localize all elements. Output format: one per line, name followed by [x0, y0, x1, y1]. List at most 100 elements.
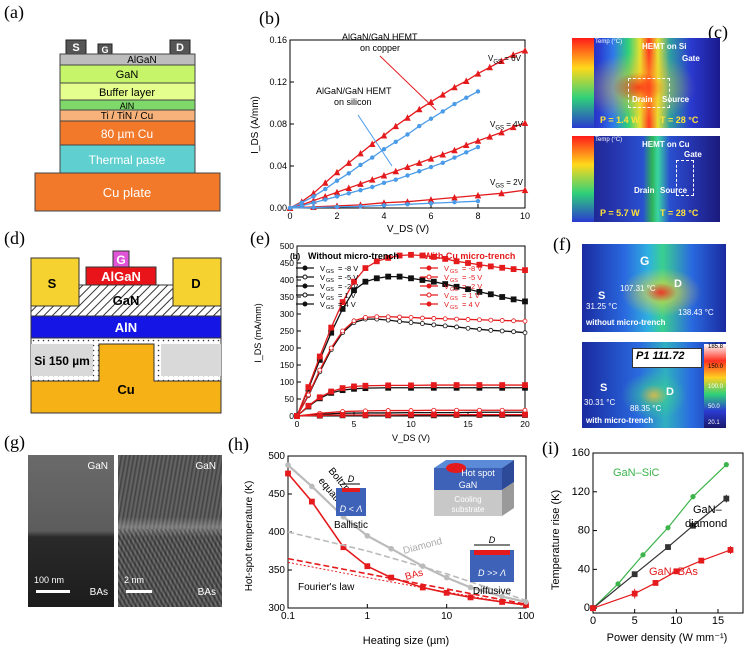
data-point: [404, 114, 411, 121]
data-point: [511, 329, 517, 335]
thermal-image-without-trench: G S D 107.31 °C 31.25 °C 138.43 °C witho…: [582, 244, 726, 332]
data-point: [405, 132, 410, 137]
y-tick-label: 0.04: [269, 161, 287, 171]
data-point: [316, 394, 323, 401]
legend-v: V: [320, 291, 325, 300]
data-point: [454, 316, 460, 322]
data-point: [430, 253, 437, 260]
temp1-without: 107.31 °C: [620, 284, 656, 293]
arrow-silicon: [357, 114, 393, 167]
data-point: [369, 140, 376, 147]
data-point: [357, 180, 364, 187]
data-point: [698, 557, 705, 564]
y-tick-label: 0: [584, 602, 590, 614]
si-label: Si 150 µm: [34, 354, 90, 368]
gate-label: G: [116, 253, 125, 267]
legend-marker: [302, 283, 308, 289]
data-point: [339, 385, 346, 392]
data-point: [427, 155, 435, 162]
data-point: [453, 382, 460, 388]
source-label: S: [48, 276, 57, 291]
scale-20: 20.1: [708, 420, 720, 426]
data-point: [381, 203, 387, 208]
legend-marker: [302, 301, 308, 307]
y-axis-label: Temperature rise (K): [550, 490, 562, 590]
power-label-cu: P = 5.7 W: [600, 208, 640, 218]
data-point: [380, 171, 388, 179]
data-point: [351, 318, 357, 324]
d-label-with: D: [666, 386, 674, 398]
x-axis-label: V_DS (V): [392, 433, 430, 443]
data-point: [334, 178, 340, 183]
scale-label-cu: Temp (°C): [595, 137, 623, 143]
data-point: [522, 298, 528, 305]
data-point: [306, 392, 311, 398]
data-point: [476, 326, 482, 332]
legend-value: = 1 V: [462, 291, 480, 300]
data-point: [373, 275, 380, 282]
legend-gs: GS: [326, 296, 334, 302]
tem-high-bas: BAs: [197, 587, 216, 598]
data-point: [430, 278, 437, 285]
data-point: [439, 91, 446, 98]
data-point: [665, 525, 671, 531]
temp2-without: 31.25 °C: [586, 302, 618, 311]
arrow-copper: [379, 55, 437, 111]
y-tick-label: 450: [280, 258, 294, 268]
data-point: [370, 155, 375, 160]
cooling-label: Cooling: [454, 495, 481, 504]
data-point: [419, 321, 425, 326]
data-point: [416, 159, 423, 166]
data-point: [311, 194, 316, 199]
data-point: [590, 605, 596, 612]
y-tick-label: 300: [280, 309, 294, 319]
y-tick-label: 160: [572, 447, 590, 459]
panel-label-e: (e): [250, 228, 270, 248]
device-cross-section-d: G AlGaN S D GaN AlN Si 150 µm Cu: [30, 250, 222, 414]
legend-gs: GS: [450, 269, 458, 275]
note-with: with micro-trench: [586, 416, 654, 425]
algan-label: AlGaN: [101, 269, 141, 284]
data-point: [475, 144, 481, 150]
x-tick-label: 8: [475, 211, 480, 221]
data-point: [522, 411, 528, 418]
data-point: [439, 150, 446, 158]
data-point: [665, 544, 671, 550]
data-point: [465, 325, 471, 331]
legend-value: = -8 V: [338, 264, 358, 273]
legend-v: V: [320, 273, 325, 282]
data-point: [357, 149, 364, 157]
data-point: [309, 483, 315, 490]
legend-gs: GS: [450, 278, 458, 284]
x-tick-label: 0: [287, 211, 292, 221]
data-point: [285, 470, 291, 477]
scale-100: 100.0: [708, 384, 724, 390]
data-point: [522, 318, 528, 324]
data-point: [328, 388, 335, 395]
layer-stack-diagram-a: S G D AlGaN GaN Buffer layer AlN Ti / Ti…: [34, 39, 221, 212]
data-point: [323, 186, 328, 192]
y-axis-label: I_DS (A/mm): [250, 96, 261, 154]
series-line: [287, 464, 527, 603]
data-point: [385, 314, 391, 320]
contact-d-label: D: [176, 42, 184, 54]
data-point: [452, 155, 457, 160]
data-point: [370, 184, 375, 190]
data-point: [385, 254, 392, 261]
diamond-label-2: diamond: [685, 518, 727, 530]
data-point: [690, 522, 696, 529]
data-point: [393, 139, 398, 145]
data-point: [333, 168, 341, 176]
data-point: [334, 194, 340, 199]
data-point: [287, 205, 293, 211]
data-point: [408, 382, 414, 389]
panel-label-b: (b): [259, 8, 280, 28]
x-tick-label: 5: [632, 615, 638, 627]
chart-i: 0 5 10 15 0 40 80 120 160 Temperature rise (K) Pow…: [550, 447, 744, 644]
data-point: [385, 382, 392, 389]
data-point: [476, 317, 482, 323]
data-point: [499, 382, 506, 388]
data-point: [511, 318, 517, 324]
panel-label-a: (a): [4, 2, 24, 22]
data-point: [328, 345, 334, 351]
